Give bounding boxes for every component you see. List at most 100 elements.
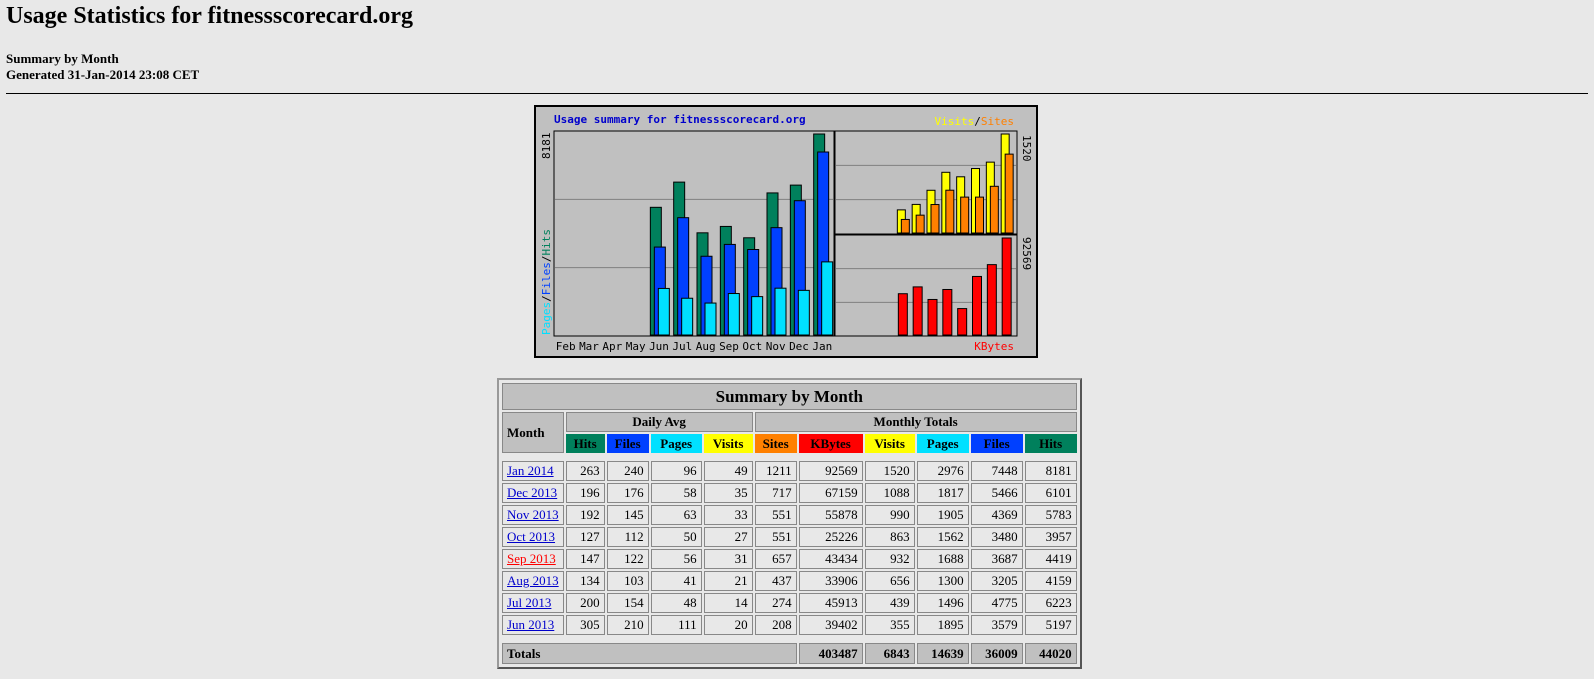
bar-pages <box>774 287 787 336</box>
chart-legend-pages-files-hits: Pages/Files/Hits <box>540 229 553 335</box>
totals-row: Totals 403487 6843 14639 36009 44020 <box>502 643 1077 664</box>
cell-kbytes: 67159 <box>798 483 863 503</box>
bar-sites <box>900 218 910 234</box>
month-tick-label: Jun <box>649 340 669 353</box>
visits-panel-frame <box>834 130 1018 235</box>
cell-sites: 551 <box>754 527 797 547</box>
cell-d-pages: 41 <box>650 571 702 591</box>
legend-sep-2: / <box>540 256 553 263</box>
month-link[interactable]: Jun 2013 <box>507 617 555 632</box>
month-tick-label: Apr <box>602 340 622 353</box>
cell-visits: 355 <box>864 615 915 635</box>
cell-d-visits: 31 <box>703 549 753 569</box>
totals-kbytes: 403487 <box>798 643 863 664</box>
month-tick-label: Dec <box>789 340 809 353</box>
legend-sep-right: / <box>974 115 981 128</box>
month-link[interactable]: Dec 2013 <box>507 485 558 500</box>
cell-visits: 990 <box>864 505 915 525</box>
cell-pages: 1895 <box>916 615 969 635</box>
cell-d-hits: 196 <box>565 483 605 503</box>
cell-sites: 437 <box>754 571 797 591</box>
month-header: Month <box>502 412 564 453</box>
daily-avg-header: Daily Avg <box>565 412 753 432</box>
max-hits-label: 8181 <box>540 133 553 160</box>
cell-sites: 208 <box>754 615 797 635</box>
chart-legend-visits-sites: Visits/Sites <box>935 115 1015 128</box>
bar-sites <box>975 196 984 234</box>
cell-visits: 1088 <box>864 483 915 503</box>
cell-d-visits: 35 <box>703 483 753 503</box>
month-link[interactable]: Jul 2013 <box>507 595 552 610</box>
month-link[interactable]: Aug 2013 <box>507 573 559 588</box>
month-link[interactable]: Jan 2014 <box>507 463 554 478</box>
table-row: Aug 2013 134 103 41 21 437 33906 656 1300 3205 415… <box>502 571 1077 591</box>
cell-d-files: 176 <box>606 483 649 503</box>
bar-kbytes <box>912 286 923 336</box>
cell-d-visits: 33 <box>703 505 753 525</box>
month-cell: Jun 2013 <box>502 615 564 635</box>
cell-hits: 3957 <box>1024 527 1077 547</box>
bar-sites <box>945 189 955 234</box>
month-link[interactable]: Nov 2013 <box>507 507 559 522</box>
table-row: Jul 2013 200 154 48 14 274 45913 439 1496 4775 622… <box>502 593 1077 613</box>
max-visits-label: 1520 <box>1020 135 1033 162</box>
cell-visits: 656 <box>864 571 915 591</box>
col-total-sites: Sites <box>754 434 797 453</box>
legend-files: Files <box>540 262 553 295</box>
month-link[interactable]: Oct 2013 <box>507 529 556 544</box>
col-daily-files: Files <box>606 434 649 453</box>
bar-kbytes <box>972 275 982 336</box>
month-tick-label: Jul <box>672 340 692 353</box>
summary-table-frame: Summary by Month Month Daily Avg Monthly… <box>497 378 1082 669</box>
cell-d-visits: 49 <box>703 461 753 481</box>
cell-sites: 717 <box>754 483 797 503</box>
cell-visits: 932 <box>864 549 915 569</box>
cell-pages: 1300 <box>916 571 969 591</box>
cell-hits: 6223 <box>1024 593 1077 613</box>
month-tick-label: Mar <box>579 340 599 353</box>
bar-kbytes <box>1001 237 1012 336</box>
cell-files: 4369 <box>970 505 1023 525</box>
cell-d-hits: 192 <box>565 505 605 525</box>
cell-pages: 1688 <box>916 549 969 569</box>
cell-visits: 439 <box>864 593 915 613</box>
usage-summary-chart: Usage summary for fitnessscorecard.org V… <box>534 105 1038 358</box>
bar-sites <box>960 196 970 234</box>
monthly-totals-header: Monthly Totals <box>754 412 1077 432</box>
cell-visits: 1520 <box>864 461 915 481</box>
cell-d-hits: 263 <box>565 461 605 481</box>
cell-d-pages: 63 <box>650 505 702 525</box>
bar-sites <box>989 185 999 234</box>
month-link[interactable]: Sep 2013 <box>507 551 556 566</box>
cell-files: 3205 <box>970 571 1023 591</box>
cell-d-hits: 134 <box>565 571 605 591</box>
cell-d-pages: 111 <box>650 615 702 635</box>
bar-pages <box>797 289 810 336</box>
cell-sites: 1211 <box>754 461 797 481</box>
month-tick-label: Aug <box>696 340 716 353</box>
cell-d-hits: 305 <box>565 615 605 635</box>
cell-hits: 6101 <box>1024 483 1077 503</box>
cell-visits: 863 <box>864 527 915 547</box>
cell-d-files: 122 <box>606 549 649 569</box>
cell-sites: 657 <box>754 549 797 569</box>
bar-kbytes <box>942 288 953 336</box>
cell-d-visits: 20 <box>703 615 753 635</box>
cell-files: 4775 <box>970 593 1023 613</box>
bar-sites <box>930 204 940 234</box>
report-meta: Summary by Month Generated 31-Jan-2014 2… <box>6 51 1588 83</box>
cell-d-pages: 96 <box>650 461 702 481</box>
cell-d-hits: 127 <box>565 527 605 547</box>
legend-sep-1: / <box>540 295 553 302</box>
hits-panel-frame <box>553 130 835 337</box>
table-row: Dec 2013 196 176 58 35 717 67159 1088 1817 5466 61… <box>502 483 1077 503</box>
bar-pages <box>751 296 764 336</box>
month-cell: Nov 2013 <box>502 505 564 525</box>
bar-pages <box>821 261 834 336</box>
col-total-files: Files <box>970 434 1023 453</box>
cell-d-files: 112 <box>606 527 649 547</box>
month-tick-label: Jan <box>812 340 832 353</box>
chart-title: Usage summary for fitnessscorecard.org <box>554 113 806 126</box>
bar-pages <box>681 297 694 336</box>
table-row: Jan 2014 263 240 96 49 1211 92569 1520 2976 7448 8… <box>502 461 1077 481</box>
